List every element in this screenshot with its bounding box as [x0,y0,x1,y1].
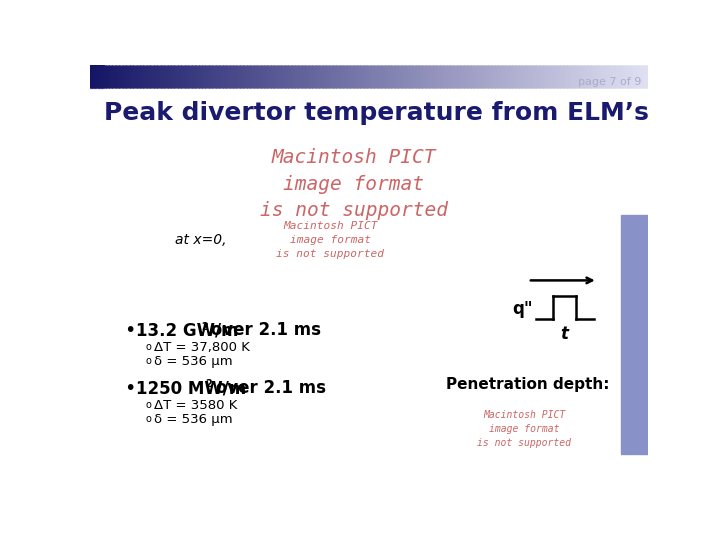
Text: Penetration depth:: Penetration depth: [446,377,610,392]
Text: Macintosh PICT
image format
is not supported: Macintosh PICT image format is not suppo… [276,221,384,259]
Text: at x=0,: at x=0, [175,233,227,247]
Text: ΔT = 3580 K: ΔT = 3580 K [154,399,238,411]
Text: 13.2 GW/m: 13.2 GW/m [137,321,239,340]
Text: •: • [125,379,136,397]
Text: o: o [145,414,151,424]
Text: q": q" [513,300,534,318]
Bar [90,78,104,88]
Text: Peak divertor temperature from ELM’s: Peak divertor temperature from ELM’s [104,100,649,125]
Text: o: o [145,356,151,366]
Bar [621,215,648,454]
Text: over 2.1 ms: over 2.1 ms [205,321,321,340]
Text: 1250 MW/m: 1250 MW/m [137,379,247,397]
Text: o: o [145,400,151,410]
Text: •: • [125,321,136,340]
Text: ΔT = 37,800 K: ΔT = 37,800 K [154,341,251,354]
Text: 2: 2 [205,379,212,389]
Text: δ = 536 μm: δ = 536 μm [154,413,233,426]
Text: Macintosh PICT
image format
is not supported: Macintosh PICT image format is not suppo… [259,148,448,220]
Text: o: o [145,342,151,353]
Text: over 2.1 ms: over 2.1 ms [210,379,326,397]
Text: page 7 of 9: page 7 of 9 [578,77,642,87]
Bar [90,65,104,76]
Text: δ = 536 μm: δ = 536 μm [154,355,233,368]
Text: 2: 2 [201,322,207,332]
Text: Macintosh PICT
image format
is not supported: Macintosh PICT image format is not suppo… [477,410,571,448]
Text: t: t [561,325,569,343]
